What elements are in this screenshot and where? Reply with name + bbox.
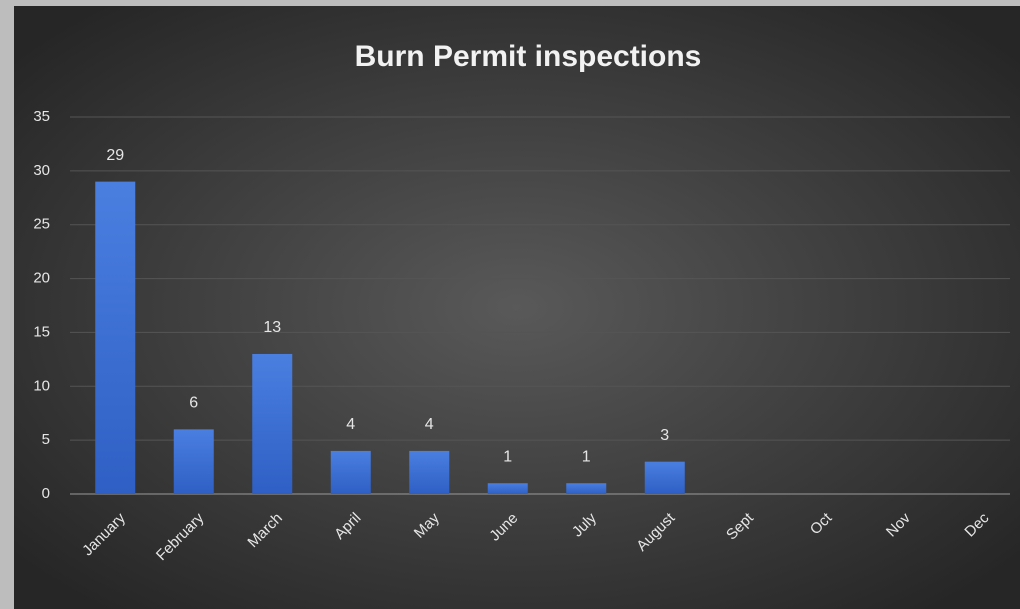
bar xyxy=(566,483,607,494)
data-label: 13 xyxy=(263,319,281,336)
y-tick-label: 15 xyxy=(33,323,50,340)
y-tick-label: 10 xyxy=(33,377,50,394)
data-label: 4 xyxy=(346,416,355,433)
data-label: 1 xyxy=(503,448,512,465)
bar xyxy=(409,450,450,494)
bar xyxy=(252,353,293,494)
data-label: 4 xyxy=(425,416,434,433)
bar xyxy=(487,483,528,494)
y-tick-label: 30 xyxy=(33,162,50,179)
data-label: 6 xyxy=(189,395,198,412)
y-tick-label: 5 xyxy=(42,431,50,448)
y-tick-label: 0 xyxy=(42,485,50,502)
data-label: 1 xyxy=(582,448,591,465)
chart-title: Burn Permit inspections xyxy=(355,40,702,73)
data-label: 29 xyxy=(106,147,124,164)
bar xyxy=(644,461,685,494)
y-tick-label: 25 xyxy=(33,216,50,233)
bar xyxy=(95,181,136,494)
data-label: 3 xyxy=(660,427,669,444)
y-tick-label: 20 xyxy=(33,270,50,287)
chart-background xyxy=(14,6,1020,609)
bar xyxy=(330,450,371,494)
bar xyxy=(173,429,214,494)
y-tick-label: 35 xyxy=(33,108,50,125)
